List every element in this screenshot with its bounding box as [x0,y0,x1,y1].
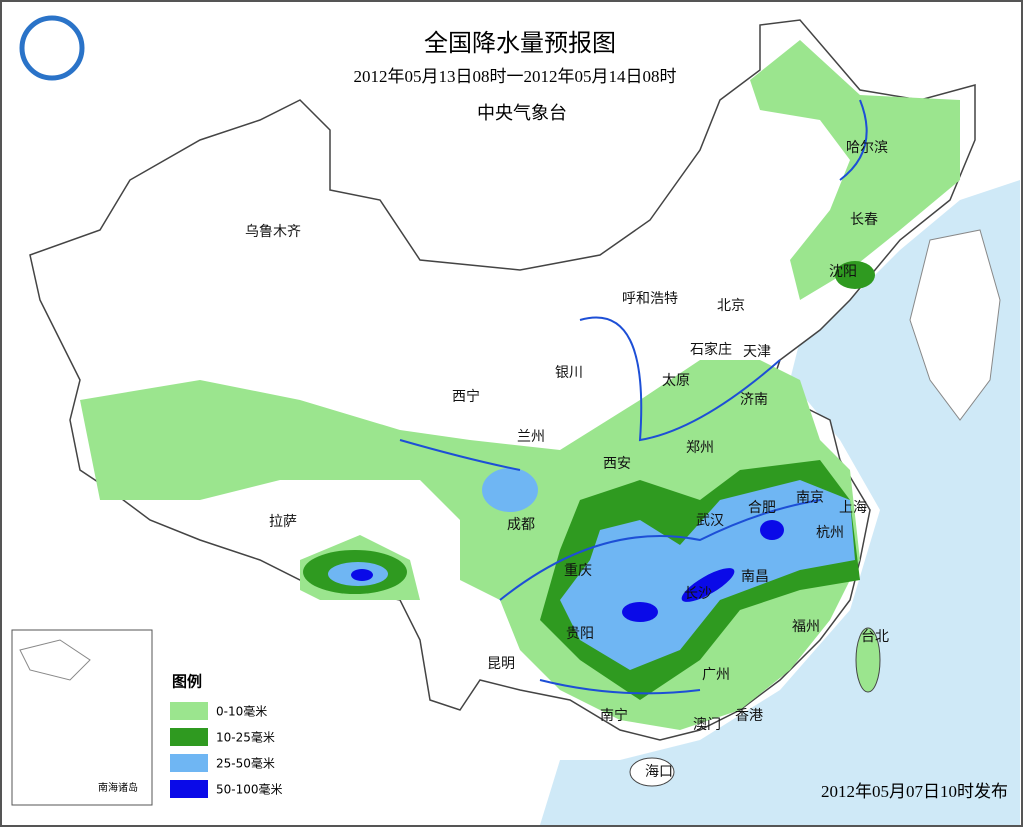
city-label: 太原 [662,373,690,389]
city-label: 南宁 [600,707,628,724]
city-label: 昆明 [487,656,515,672]
legend-label: 0-10毫米 [216,704,267,719]
city-label: 贵阳 [566,626,594,642]
city-label: 沈阳 [829,264,857,280]
city-label: 济南 [740,392,768,408]
city-label: 上海 [839,500,867,516]
rain-zone [681,568,735,602]
city-label: 哈尔滨 [846,140,888,156]
inset-label: 南海诸岛 [98,781,138,794]
legend-swatch [170,754,208,772]
rain-zone [622,602,658,622]
city-label: 北京 [717,298,745,314]
rain-zone [760,520,784,540]
city-label: 拉萨 [269,514,297,530]
rain-zone [351,569,373,581]
issuer: 中央气象台 [477,103,567,124]
city-label: 长沙 [684,586,712,602]
city-label: 广州 [702,667,730,683]
city-label: 海口 [645,764,673,780]
subtitle: 2012年05月13日08时一2012年05月14日08时 [354,67,677,86]
city-label: 澳门 [693,717,721,733]
city-label: 香港 [735,708,763,724]
title: 全国降水量预报图 [424,29,616,57]
city-label: 呼和浩特 [622,291,678,307]
sea [540,180,1020,825]
korea [909,229,1001,421]
city-label: 重庆 [564,563,592,579]
city-label: 兰州 [517,429,545,445]
city-label: 乌鲁木齐 [245,224,301,240]
city-label: 南昌 [741,569,769,585]
issue-date: 2012年05月07日10时发布 [821,782,1008,801]
legend-swatch [170,780,208,798]
logo [19,15,85,81]
city-label: 南京 [796,490,824,506]
legend: 图例 0-10毫米 10-25毫米 25-50毫米 50-100毫米 [170,673,283,798]
city-label: 武汉 [696,513,724,529]
legend-label: 25-50毫米 [216,756,275,771]
city-label: 天津 [743,344,771,360]
inset: 南海诸岛 [11,629,153,806]
city-label: 台北 [861,629,889,645]
city-label: 杭州 [816,525,844,541]
city-label: 合肥 [748,500,776,516]
legend-label: 10-25毫米 [216,730,275,745]
legend-swatch [170,728,208,746]
city-label: 福州 [792,619,820,635]
river [399,99,868,695]
legend-title: 图例 [172,673,202,691]
city-label: 长春 [850,212,878,228]
city-label: 石家庄 [690,341,732,358]
rain-zone [750,40,960,300]
cities: 乌鲁木齐 哈尔滨长春沈阳呼和浩特 北京天津石家庄银川太原西宁 济南兰州郑州西安拉萨 成都… [245,140,889,780]
hainan [629,757,675,787]
rain-zone [482,468,538,512]
city-label: 郑州 [686,440,714,456]
taiwan [855,627,881,693]
city-label: 银川 [555,365,583,381]
rain-zone [835,261,875,289]
legend-label: 50-100毫米 [216,782,283,797]
city-label: 西安 [603,456,631,472]
legend-swatch [170,702,208,720]
inset-land [19,639,91,681]
city-label: 西宁 [452,388,480,405]
city-label: 成都 [507,517,535,533]
